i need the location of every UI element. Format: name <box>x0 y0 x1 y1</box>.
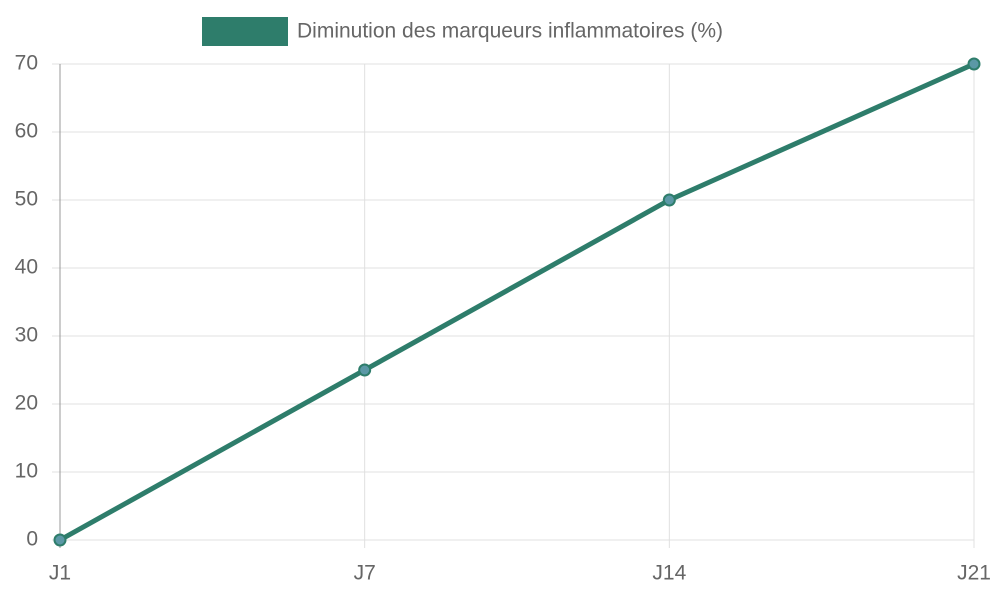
legend-label: Diminution des marqueurs inflammatoires … <box>297 20 723 43</box>
y-tick-label: 70 <box>15 52 38 75</box>
point <box>662 193 676 207</box>
point <box>53 533 67 547</box>
legend-swatch <box>202 17 288 46</box>
x-tick-label: J14 <box>652 562 686 585</box>
point <box>967 57 981 71</box>
point <box>358 363 372 377</box>
y-tick-label: 0 <box>26 528 38 551</box>
y-tick-label: 50 <box>15 188 38 211</box>
x-tick-label: J21 <box>957 562 991 585</box>
y-tick-label: 40 <box>15 256 38 279</box>
y-tick-label: 60 <box>15 120 38 143</box>
y-tick-label: 10 <box>15 460 38 483</box>
y-tick-label: 30 <box>15 324 38 347</box>
x-tick-label: J7 <box>354 562 376 585</box>
y-tick-label: 20 <box>15 392 38 415</box>
x-tick-label: J1 <box>49 562 71 585</box>
line <box>58 61 976 543</box>
